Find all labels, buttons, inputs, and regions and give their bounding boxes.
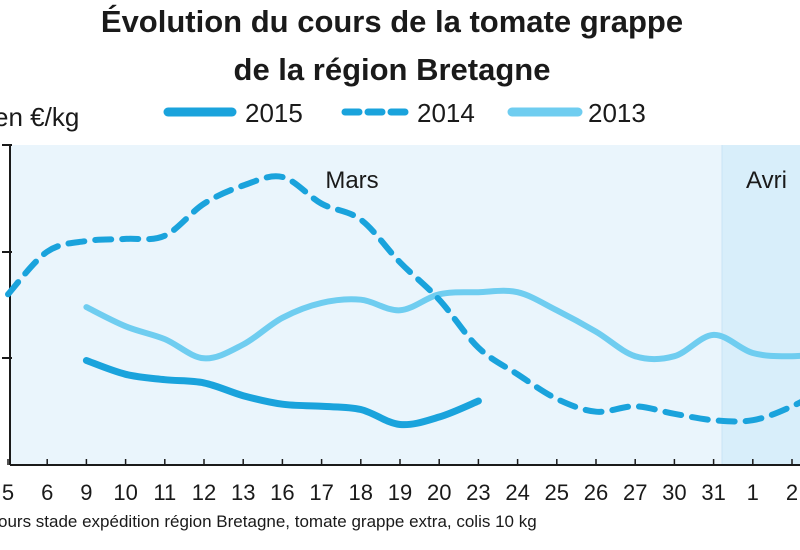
x-tick-label: 26 bbox=[584, 480, 608, 505]
month-label-avril: Avri bbox=[746, 167, 787, 194]
x-tick-label: 1 bbox=[747, 480, 759, 505]
x-tick-label: 24 bbox=[505, 480, 529, 505]
x-tick-labels: 56910111213161718192023242526273031123 bbox=[2, 480, 798, 505]
chart-title-line-2: de la région Bretagne bbox=[234, 52, 551, 87]
y-ticks bbox=[2, 144, 12, 359]
x-tick-label: 6 bbox=[41, 480, 53, 505]
x-tick-label: 18 bbox=[349, 480, 373, 505]
x-tick-label: 13 bbox=[231, 480, 255, 505]
x-tick-label: 23 bbox=[466, 480, 490, 505]
series-lines bbox=[5, 173, 800, 429]
source-note: ours stade expédition région Bretagne, t… bbox=[0, 512, 537, 531]
x-tick-label: 16 bbox=[270, 480, 294, 505]
legend: 2015 2014 2013 bbox=[163, 98, 646, 128]
series-line-2013 bbox=[83, 287, 800, 363]
x-tick-label: 30 bbox=[662, 480, 686, 505]
month-label-mars: Mars bbox=[325, 167, 378, 194]
x-tick-label: 9 bbox=[80, 480, 92, 505]
x-tick-label: 11 bbox=[153, 480, 176, 505]
x-tick-label: 31 bbox=[701, 480, 725, 505]
legend-label-2013: 2013 bbox=[588, 98, 646, 128]
chart-title-line-1: Évolution du cours de la tomate grappe bbox=[101, 4, 683, 39]
series-line-2014 bbox=[5, 173, 800, 425]
x-tick-label: 12 bbox=[192, 480, 216, 505]
x-tick-label: 25 bbox=[545, 480, 569, 505]
x-tick-label: 27 bbox=[623, 480, 647, 505]
x-tick-label: 5 bbox=[2, 480, 14, 505]
series-line-2015 bbox=[82, 357, 482, 429]
x-tick-label: 10 bbox=[113, 480, 137, 505]
x-tick-label: 20 bbox=[427, 480, 451, 505]
x-tick-label: 19 bbox=[388, 480, 412, 505]
y-axis-unit-label: en €/kg bbox=[0, 102, 79, 132]
x-tick-label: 2 bbox=[786, 480, 798, 505]
legend-label-2015: 2015 bbox=[245, 98, 303, 128]
x-ticks bbox=[7, 459, 793, 465]
x-tick-label: 17 bbox=[309, 480, 333, 505]
legend-label-2014: 2014 bbox=[417, 98, 475, 128]
